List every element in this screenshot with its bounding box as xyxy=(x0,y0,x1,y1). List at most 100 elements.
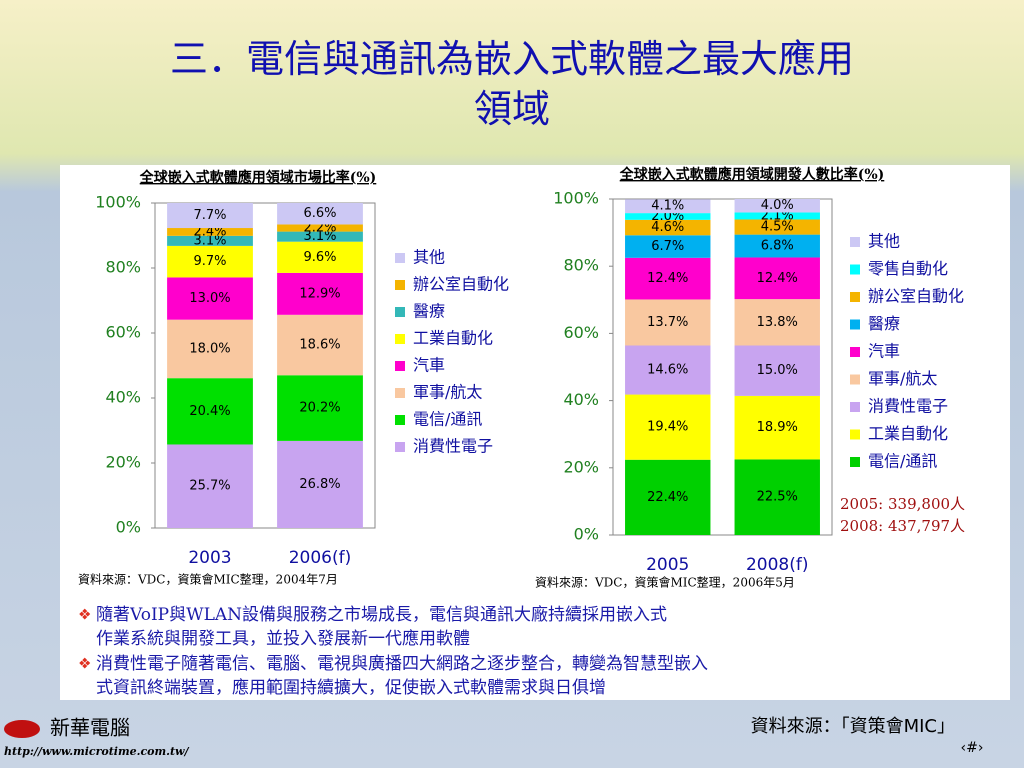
bar-segment xyxy=(167,444,253,528)
legend-swatch xyxy=(395,442,405,452)
y-tick-label: 0% xyxy=(574,525,599,544)
chart-title: 全球嵌入式軟體應用領域開發人數比率(%) xyxy=(619,166,885,183)
legend-swatch xyxy=(850,402,860,412)
legend-label: 消費性電子 xyxy=(413,437,493,456)
legend-swatch xyxy=(850,319,860,330)
y-tick-label: 40% xyxy=(105,388,141,407)
value-label: 20.4% xyxy=(189,404,230,419)
bar-segment xyxy=(625,213,711,220)
legend-label: 消費性電子 xyxy=(868,397,948,416)
legend-swatch xyxy=(850,264,860,275)
legend-label: 辦公室自動化 xyxy=(868,287,964,306)
bar-segment xyxy=(277,231,363,242)
value-label: 22.4% xyxy=(647,490,688,505)
bullet-text: 消費性電子隨著電信、電腦、電視與廣播四大網路之逐步整合，轉變為智慧型嵌入式資訊終… xyxy=(96,654,708,698)
slide-title: 三．電信與通訊為嵌入式軟體之最大應用領域 xyxy=(170,37,854,131)
bar-segment xyxy=(167,277,253,320)
bar-segment xyxy=(625,459,711,535)
legend-swatch xyxy=(395,388,405,398)
y-tick-label: 40% xyxy=(563,390,599,409)
annotation: 2008: 437,797人 xyxy=(840,517,965,535)
value-label: 26.8% xyxy=(299,477,340,492)
chart-source: 資料來源：VDC，資策會MIC整理，2006年5月 xyxy=(535,575,795,590)
value-label: 12.4% xyxy=(757,271,798,286)
value-label: 2.4% xyxy=(193,224,226,239)
bar-segment xyxy=(167,319,253,379)
legend-label: 其他 xyxy=(413,248,445,267)
y-tick-label: 80% xyxy=(105,258,141,277)
legend-label: 軍事/航太 xyxy=(413,383,482,402)
value-label: 19.4% xyxy=(647,420,688,435)
bar-segment xyxy=(167,245,253,278)
legend-label: 電信/通訊 xyxy=(413,410,482,429)
y-tick-label: 20% xyxy=(105,453,141,472)
value-label: 18.9% xyxy=(757,420,798,435)
bar-segment xyxy=(277,241,363,273)
x-tick-label: 2008(f) xyxy=(746,555,809,575)
y-tick-label: 100% xyxy=(95,193,141,212)
bar-segment xyxy=(277,375,363,441)
bullet-text: 隨著VoIP與WLAN設備與服務之市場成長，電信與通訊大廠持續採用嵌入式作業系統… xyxy=(96,604,667,649)
legend-swatch xyxy=(395,415,405,425)
logo-icon xyxy=(4,720,40,738)
value-label: 12.4% xyxy=(647,271,688,286)
bar-segment xyxy=(625,199,711,214)
legend-swatch xyxy=(395,307,405,317)
bar-segment xyxy=(625,257,711,300)
bar-segment xyxy=(277,272,363,315)
value-label: 14.6% xyxy=(647,363,688,378)
value-label: 9.7% xyxy=(193,254,226,269)
chart-title: 全球嵌入式軟體應用領域市場比率(%) xyxy=(139,169,377,186)
legend-swatch xyxy=(850,457,860,467)
x-tick-label: 2005 xyxy=(646,555,689,575)
y-tick-label: 60% xyxy=(563,323,599,342)
source-note: 資料來源：「資策會MIC」 xyxy=(751,716,955,737)
bar-segment xyxy=(734,219,820,235)
bar-segment xyxy=(167,228,253,236)
value-label: 6.7% xyxy=(651,239,684,254)
x-tick-label: 2003 xyxy=(188,548,231,568)
legend-label: 汽車 xyxy=(413,356,445,375)
value-label: 6.6% xyxy=(303,206,336,221)
bar-segment xyxy=(734,345,820,396)
legend-swatch xyxy=(395,361,405,371)
value-label: 13.0% xyxy=(189,291,230,306)
bar-segment xyxy=(277,440,363,528)
value-label: 18.0% xyxy=(189,341,230,356)
bar-segment xyxy=(734,395,820,460)
legend-label: 工業自動化 xyxy=(413,329,493,348)
legend-label: 電信/通訊 xyxy=(868,452,937,471)
plot-frame xyxy=(612,198,833,536)
legend-label: 零售自動化 xyxy=(868,259,948,278)
legend-label: 軍事/航太 xyxy=(868,369,937,388)
bar-segment xyxy=(734,199,820,213)
annotation: 2005: 339,800人 xyxy=(840,495,965,513)
bar-segment xyxy=(625,299,711,346)
y-tick-label: 60% xyxy=(105,323,141,342)
value-label: 4.5% xyxy=(761,220,794,235)
bar-segment xyxy=(167,378,253,445)
value-label: 18.6% xyxy=(299,338,340,353)
value-label: 4.6% xyxy=(651,220,684,235)
y-tick-label: 80% xyxy=(563,256,599,275)
value-label: 15.0% xyxy=(757,363,798,378)
y-tick-label: 0% xyxy=(116,518,141,537)
value-label: 13.7% xyxy=(647,315,688,330)
value-label: 25.7% xyxy=(189,479,230,494)
value-label: 7.7% xyxy=(193,208,226,223)
bar-segment xyxy=(625,235,711,258)
bar-segment xyxy=(625,219,711,236)
bar-segment xyxy=(734,299,820,346)
bar-segment xyxy=(734,212,820,220)
chart-source: 資料來源：VDC，資策會MIC整理，2004年7月 xyxy=(78,572,338,587)
legend-swatch xyxy=(850,292,860,302)
legend-label: 辦公室自動化 xyxy=(413,275,509,294)
y-tick-label: 20% xyxy=(563,457,599,476)
legend-label: 工業自動化 xyxy=(868,424,948,443)
legend-swatch xyxy=(850,347,860,357)
logo-text: 新華電腦 xyxy=(50,716,130,740)
legend-label: 醫療 xyxy=(868,314,900,333)
y-tick-label: 100% xyxy=(553,189,599,208)
